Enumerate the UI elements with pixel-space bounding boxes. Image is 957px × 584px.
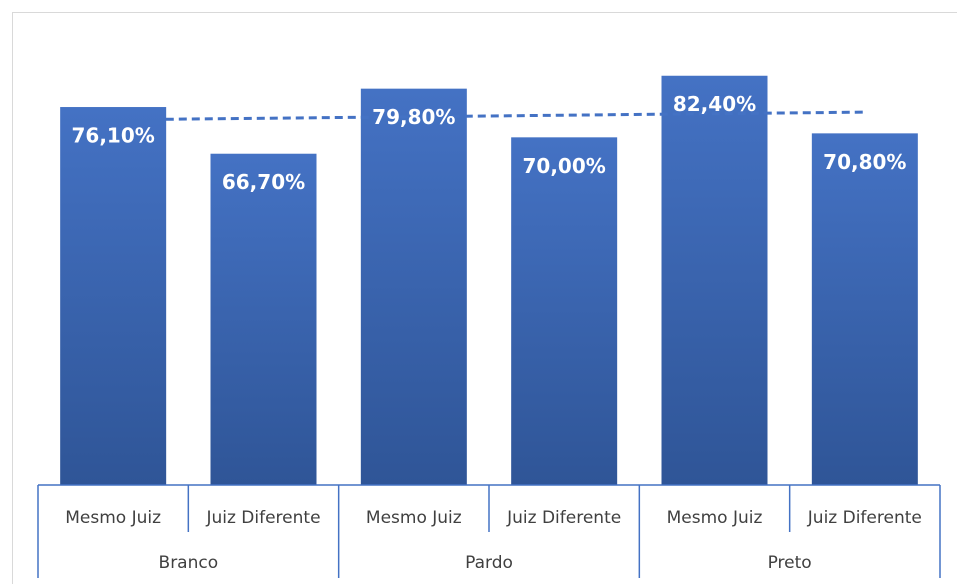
bar (811, 133, 918, 486)
x-tick-label: Mesmo Juiz (65, 508, 161, 528)
bar (661, 75, 768, 485)
chart-frame (12, 12, 957, 584)
value-label: 70,00% (523, 154, 606, 178)
value-label: 79,80% (372, 105, 455, 129)
x-tick-label: Mesmo Juiz (366, 508, 462, 528)
bar (60, 107, 167, 485)
group-label: Pardo (465, 553, 513, 573)
x-tick-label: Juiz Diferente (807, 508, 922, 528)
value-label: 82,40% (673, 92, 756, 116)
group-label: Preto (768, 553, 812, 573)
value-label: 70,80% (823, 150, 906, 174)
x-tick-label: Juiz Diferente (205, 508, 320, 528)
bar (210, 153, 317, 485)
bar (511, 137, 618, 486)
group-label: Branco (159, 553, 219, 573)
x-tick-label: Mesmo Juiz (667, 508, 763, 528)
bar (360, 88, 467, 485)
value-label: 76,10% (72, 124, 155, 148)
x-tick-label: Juiz Diferente (506, 508, 621, 528)
value-label: 66,70% (222, 170, 305, 194)
